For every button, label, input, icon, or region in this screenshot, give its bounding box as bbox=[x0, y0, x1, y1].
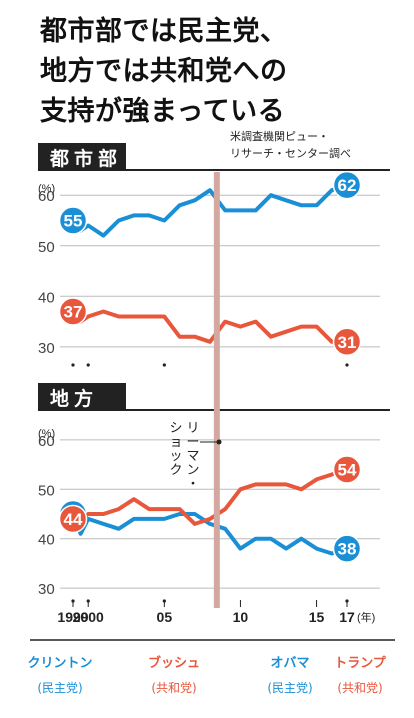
x-tick-label: 17 bbox=[339, 609, 355, 625]
headline-line: 都市部では民主党、 bbox=[40, 16, 288, 47]
source-note: 米調査機関ピュー・ リサーチ・センター調べ bbox=[230, 128, 351, 162]
y-unit-label: (%) bbox=[38, 428, 55, 440]
data-point-start-republican bbox=[58, 504, 88, 534]
legend-president: ブッシュ (共和党) bbox=[124, 652, 224, 696]
event-label: リーマン・ bbox=[186, 420, 199, 491]
y-tick-label: 40 bbox=[38, 532, 55, 549]
y-tick-label: 40 bbox=[38, 289, 55, 306]
data-label-start-republican: 44 bbox=[64, 510, 83, 529]
section-urban-label: 都市部 bbox=[50, 148, 123, 170]
section-rural-label: 地方 bbox=[50, 388, 99, 410]
legend-president-name: オバマ bbox=[270, 656, 310, 671]
x-tick-label: 1999 bbox=[57, 609, 88, 625]
source-line: 米調査機関ピュー・ bbox=[230, 130, 329, 143]
data-point-end-republican bbox=[332, 327, 362, 357]
x-tick-label: 05 bbox=[157, 609, 173, 625]
legend-president: トランプ (共和党) bbox=[310, 652, 410, 696]
series-line-democrat bbox=[71, 183, 348, 238]
legend-president-party: (民主党) bbox=[267, 681, 313, 695]
data-label-start-democrat: 55 bbox=[64, 211, 83, 230]
legend-president-name: クリントン bbox=[27, 656, 93, 671]
y-tick-label: 60 bbox=[38, 433, 55, 450]
x-tick-label: 10 bbox=[233, 609, 249, 625]
headline: 都市部では民主党、 地方では共和党への 支持が強まっている bbox=[40, 12, 370, 132]
y-tick-label: 50 bbox=[38, 482, 55, 499]
data-point-start-republican bbox=[58, 297, 88, 326]
y-tick-label: 50 bbox=[38, 239, 55, 256]
x-tick-label: 15 bbox=[309, 609, 325, 625]
legend-president-party: (民主党) bbox=[37, 681, 83, 695]
data-label-start-republican: 37 bbox=[64, 302, 83, 321]
legend-president-party: (共和党) bbox=[337, 681, 383, 695]
panel-rural: (%)3040506045384454 bbox=[38, 428, 380, 603]
y-unit-label: (%) bbox=[38, 183, 55, 195]
x-tick-label: 2000 bbox=[73, 609, 104, 625]
event-dot bbox=[216, 439, 222, 445]
event-band bbox=[213, 172, 220, 608]
source-line: リサーチ・センター調べ bbox=[230, 147, 351, 160]
y-tick-label: 30 bbox=[38, 581, 55, 598]
y-tick-label: 30 bbox=[38, 340, 55, 357]
data-point-start-democrat bbox=[58, 206, 88, 235]
data-label-end-republican: 54 bbox=[338, 461, 357, 480]
data-point-end-democrat bbox=[332, 534, 362, 563]
data-label-end-democrat: 62 bbox=[338, 176, 357, 195]
panel-urban: (%) 30 40 50 60 55 62 37 31 bbox=[38, 170, 380, 367]
event-label: ショック bbox=[169, 420, 182, 477]
y-tick-label: 60 bbox=[38, 188, 55, 205]
legend-president-party: (共和党) bbox=[151, 681, 197, 695]
event-annotation: リーマン・ショック bbox=[169, 172, 222, 608]
section-rural-tab: 地方 bbox=[38, 383, 126, 410]
chart-frame bbox=[30, 169, 395, 641]
section-urban-tab: 都市部 bbox=[38, 143, 126, 170]
year-dot bbox=[162, 363, 166, 367]
headline-line: 地方では共和党への bbox=[40, 56, 288, 87]
legend-president-name: ブッシュ bbox=[147, 656, 200, 671]
data-point-end-republican bbox=[332, 455, 362, 484]
data-point-end-democrat bbox=[332, 170, 362, 200]
legend-president: オバマ (民主党) bbox=[240, 652, 340, 696]
x-unit-label: (年) bbox=[357, 610, 375, 624]
series-line-democrat bbox=[71, 512, 348, 556]
legend-president-name: トランプ bbox=[334, 656, 386, 671]
year-dot bbox=[345, 363, 349, 367]
series-line-republican bbox=[71, 309, 347, 344]
data-label-end-democrat: 38 bbox=[338, 540, 357, 559]
series-line-republican bbox=[73, 467, 348, 526]
headline-line: 支持が強まっている bbox=[40, 96, 286, 127]
year-dot bbox=[86, 363, 90, 367]
year-dot bbox=[71, 363, 75, 367]
data-label-end-republican: 31 bbox=[338, 333, 357, 352]
legend-president: クリントン (民主党) bbox=[10, 652, 110, 696]
